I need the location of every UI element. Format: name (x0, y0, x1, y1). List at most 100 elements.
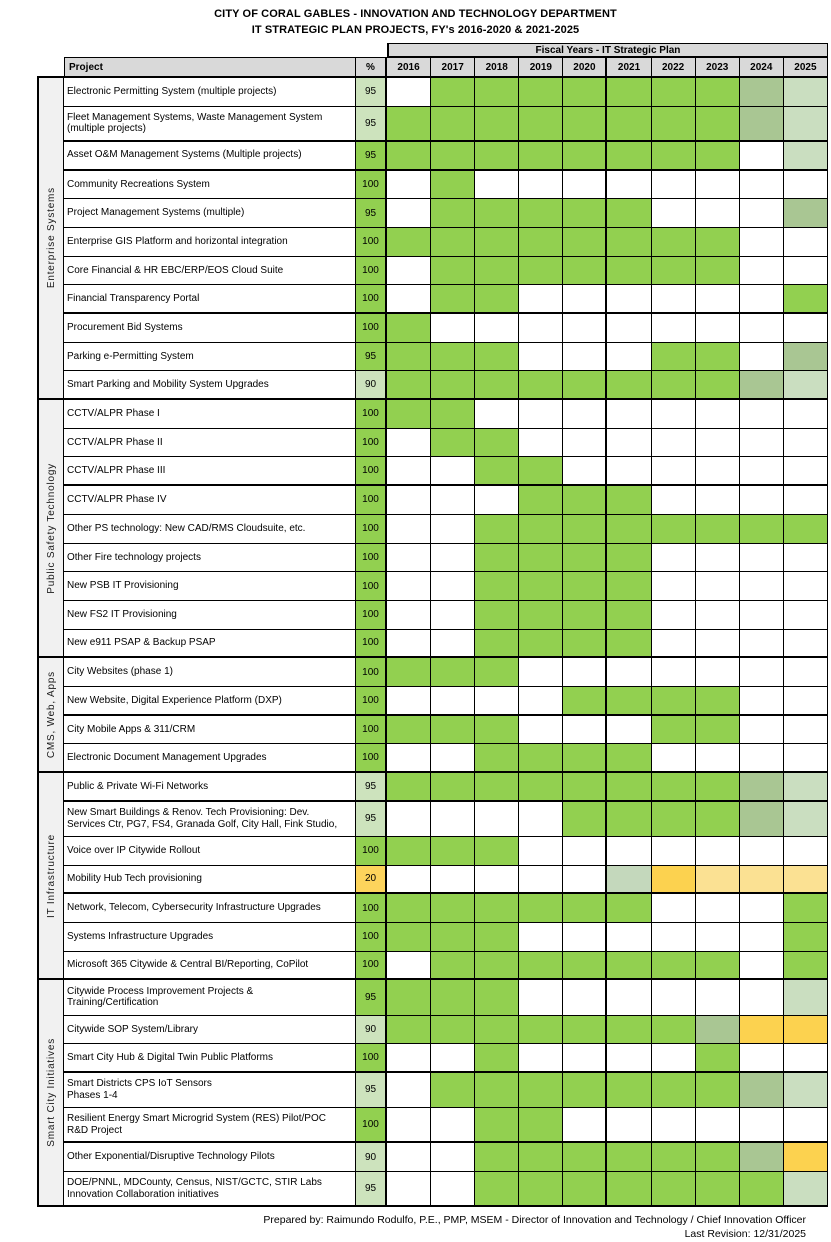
year-header-2021: 2021 (607, 57, 652, 78)
timeline-cell-2019 (519, 629, 564, 659)
timeline-cell-2017 (431, 514, 476, 544)
timeline-cell-2016 (387, 199, 432, 228)
timeline-cell-2017 (431, 894, 476, 923)
group-label-cms-web-apps: CMS, Web, Apps (37, 658, 64, 773)
project-name: Parking e-Permitting System (64, 342, 356, 372)
timeline-cell-2019 (519, 285, 564, 314)
timeline-cell-2020 (563, 486, 608, 515)
project-column-header: Project (64, 57, 356, 78)
timeline-cell-2025 (783, 371, 828, 401)
timeline-cell-2016 (387, 457, 432, 487)
timeline-cell-2019 (519, 922, 564, 952)
timeline-cell-2023 (695, 314, 740, 343)
project-name: Systems Infrastructure Upgrades (64, 922, 356, 952)
timeline-cell-2020 (563, 951, 608, 981)
timeline-cell-2025 (783, 314, 828, 343)
timeline-cell-2019 (519, 170, 564, 200)
timeline-cell-2024 (739, 1108, 784, 1144)
timeline-cell-2025 (783, 514, 828, 544)
timeline-cell-2016 (387, 342, 432, 372)
timeline-cell-2016 (387, 486, 432, 515)
timeline-cell-2023 (695, 894, 740, 923)
timeline-cell-2020 (563, 170, 608, 200)
timeline-cell-2023 (695, 1044, 740, 1073)
timeline-cell-2016 (387, 1015, 432, 1045)
timeline-cell-2018 (475, 836, 520, 866)
percent-cell: 95 (356, 141, 387, 171)
timeline-cell-2016 (387, 686, 432, 716)
timeline-cell-2018 (475, 457, 520, 487)
timeline-cell-2017 (431, 199, 476, 228)
timeline-cell-2025 (783, 744, 828, 773)
timeline-cell-2018 (475, 629, 520, 659)
timeline-cell-2018 (475, 658, 520, 687)
timeline-cell-2017 (431, 227, 476, 257)
timeline-cell-2023 (695, 428, 740, 458)
timeline-cell-2018 (475, 78, 520, 107)
timeline-cell-2023 (695, 865, 740, 895)
project-name: New PSB IT Provisioning (64, 572, 356, 601)
timeline-cell-2019 (519, 572, 564, 601)
group-label-text: IT Infrastructure (45, 833, 57, 918)
timeline-cell-2021 (607, 400, 652, 429)
timeline-cell-2020 (563, 715, 608, 745)
timeline-cell-2017 (431, 801, 476, 837)
timeline-cell-2019 (519, 980, 564, 1016)
timeline-cell-2020 (563, 285, 608, 314)
timeline-cell-2018 (475, 572, 520, 601)
timeline-cell-2020 (563, 227, 608, 257)
timeline-cell-2022 (651, 1108, 696, 1144)
timeline-cell-2017 (431, 342, 476, 372)
timeline-cell-2016 (387, 400, 432, 429)
year-header-2016: 2016 (387, 57, 432, 78)
timeline-cell-2021 (607, 865, 652, 895)
percent-cell: 95 (356, 801, 387, 837)
percent-cell: 100 (356, 514, 387, 544)
project-name: Fleet Management Systems, Waste Manageme… (64, 106, 356, 142)
timeline-cell-2019 (519, 457, 564, 487)
timeline-cell-2022 (651, 400, 696, 429)
project-name: Asset O&M Management Systems (Multiple p… (64, 141, 356, 171)
timeline-cell-2025 (783, 658, 828, 687)
project-name: Network, Telecom, Cybersecurity Infrastr… (64, 894, 356, 923)
timeline-cell-2019 (519, 400, 564, 429)
project-name: Smart City Hub & Digital Twin Public Pla… (64, 1044, 356, 1073)
timeline-cell-2021 (607, 141, 652, 171)
timeline-cell-2023 (695, 78, 740, 107)
percent-cell: 100 (356, 227, 387, 257)
timeline-cell-2022 (651, 428, 696, 458)
timeline-cell-2018 (475, 1171, 520, 1208)
timeline-cell-2021 (607, 980, 652, 1016)
timeline-cell-2016 (387, 1044, 432, 1073)
timeline-cell-2017 (431, 865, 476, 895)
timeline-cell-2022 (651, 600, 696, 630)
timeline-cell-2016 (387, 773, 432, 802)
timeline-cell-2019 (519, 894, 564, 923)
timeline-cell-2021 (607, 629, 652, 659)
project-name: Project Management Systems (multiple) (64, 199, 356, 228)
timeline-cell-2024 (739, 801, 784, 837)
timeline-cell-2025 (783, 865, 828, 895)
timeline-cell-2019 (519, 836, 564, 866)
timeline-cell-2020 (563, 658, 608, 687)
timeline-cell-2016 (387, 744, 432, 773)
timeline-cell-2024 (739, 371, 784, 401)
project-name: Electronic Permitting System (multiple p… (64, 78, 356, 107)
timeline-cell-2018 (475, 285, 520, 314)
project-name: Citywide SOP System/Library (64, 1015, 356, 1045)
timeline-cell-2025 (783, 428, 828, 458)
timeline-cell-2022 (651, 686, 696, 716)
timeline-cell-2023 (695, 801, 740, 837)
percent-cell: 100 (356, 572, 387, 601)
timeline-cell-2022 (651, 256, 696, 286)
timeline-cell-2017 (431, 1171, 476, 1208)
timeline-cell-2021 (607, 514, 652, 544)
timeline-cell-2022 (651, 836, 696, 866)
timeline-cell-2025 (783, 400, 828, 429)
timeline-cell-2023 (695, 744, 740, 773)
timeline-cell-2017 (431, 285, 476, 314)
timeline-cell-2022 (651, 744, 696, 773)
timeline-cell-2018 (475, 865, 520, 895)
timeline-cell-2020 (563, 922, 608, 952)
timeline-cell-2025 (783, 572, 828, 601)
